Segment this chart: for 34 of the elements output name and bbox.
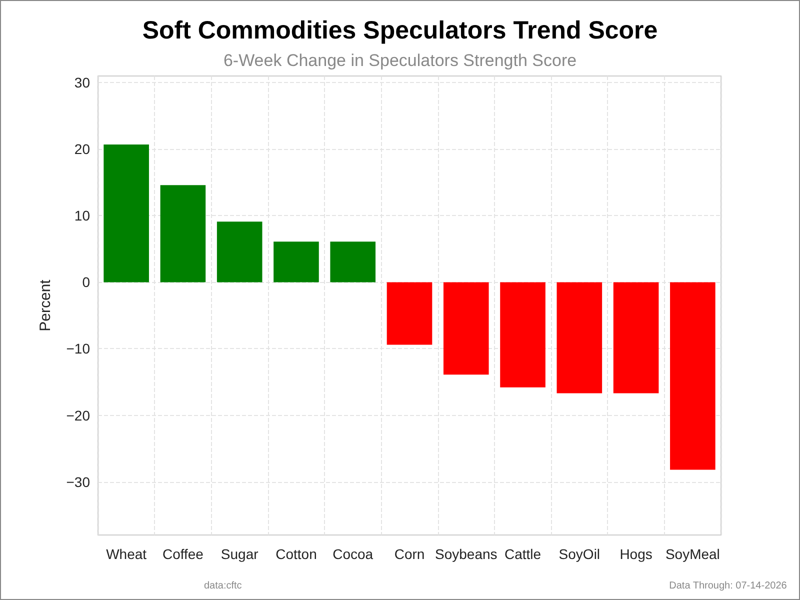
bar (160, 185, 206, 282)
bar (386, 282, 432, 345)
bar (670, 282, 716, 470)
x-tick-label: Wheat (106, 546, 147, 562)
y-tick-label: 10 (74, 208, 90, 224)
bar (500, 282, 546, 388)
x-tick-label: Cotton (276, 546, 317, 562)
y-tick-label: 30 (74, 74, 90, 91)
x-tick-label: SoyOil (558, 546, 600, 562)
text: data:cftc (204, 580, 242, 592)
bar (274, 242, 319, 282)
x-tick-label: Sugar (220, 546, 259, 562)
x-tick-label: Hogs (620, 546, 652, 562)
chart-title: Soft Commodities Speculators Trend Score (142, 16, 658, 44)
x-tick-label: Cocoa (332, 546, 374, 562)
y-tick-label: 20 (74, 141, 90, 158)
x-tick-label: Corn (394, 546, 425, 562)
y-tick-label: −20 (66, 407, 90, 424)
bar (330, 242, 376, 282)
chart-subtitle: 6-Week Change in Speculators Strength Score (223, 51, 577, 70)
y-tick-label: 0 (82, 274, 90, 290)
y-axis-title: Percent (37, 278, 54, 332)
x-tick-label: Coffee (162, 546, 204, 562)
bar (216, 222, 262, 282)
x-tick-label: Cattle (504, 546, 542, 562)
x-tick-label: Soybeans (434, 546, 498, 562)
bar (613, 282, 659, 394)
y-tick-label: −30 (66, 474, 90, 490)
x-tick-label: SoyMeal (665, 546, 720, 562)
bar (443, 282, 489, 375)
y-tick-label: −10 (66, 340, 90, 357)
bar (104, 144, 149, 282)
bar (556, 282, 602, 394)
text: Data Through: 07-14-2026 (669, 580, 788, 592)
